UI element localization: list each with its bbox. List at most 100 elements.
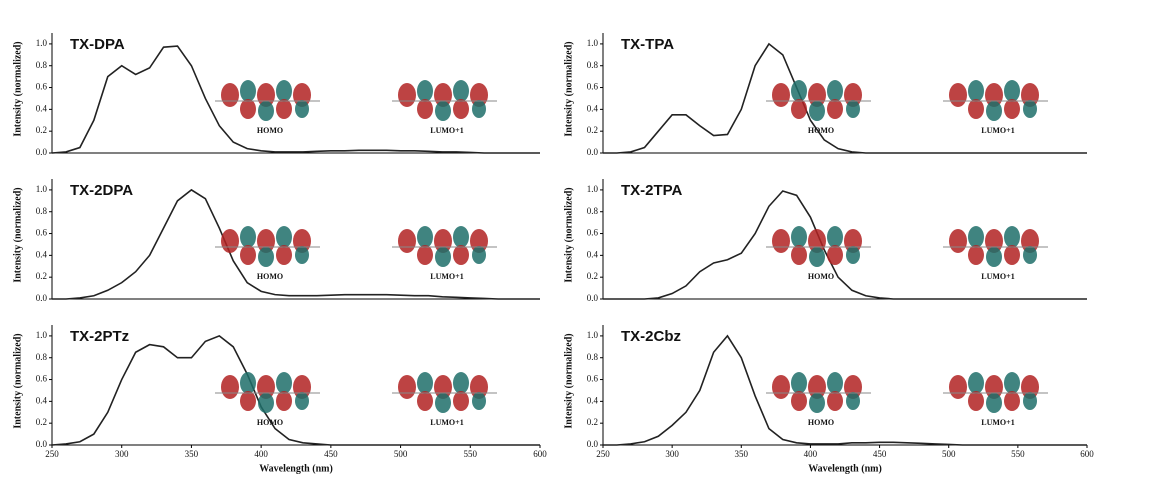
orbital-lobe <box>1004 372 1020 394</box>
y-tick-label: 0.6 <box>587 82 599 92</box>
y-axis-title: Intensity (normalized) <box>563 41 574 136</box>
y-tick-label: 0.4 <box>587 249 599 259</box>
orbital-label: LUMO+1 <box>430 418 463 427</box>
y-axis-title: Intensity (normalized) <box>12 187 23 282</box>
y-tick-label: 1.0 <box>36 330 48 340</box>
orbital-lobe <box>417 99 433 119</box>
y-tick-label: 0.4 <box>36 395 48 405</box>
orbital-lobe <box>295 100 309 118</box>
orbital-lobe <box>968 391 984 411</box>
orbital-lobe <box>472 392 486 410</box>
orbital-lobe <box>986 101 1002 121</box>
orbital-lobe <box>809 101 825 121</box>
orbital-lobe <box>276 99 292 119</box>
orbital-label: LUMO+1 <box>981 272 1014 281</box>
orbital-lobe <box>453 80 469 102</box>
orbital-lobe <box>417 226 433 248</box>
orbital-lobe <box>472 246 486 264</box>
orbital-lobe <box>258 247 274 267</box>
panel-title: TX-2Cbz <box>621 328 681 345</box>
orbital-lobe <box>1004 80 1020 102</box>
orbital-lobe <box>846 100 860 118</box>
x-tick-label: 250 <box>596 449 610 459</box>
orbital-lobe <box>827 391 843 411</box>
y-axis-title: Intensity (normalized) <box>563 187 574 282</box>
orbital-lobe <box>240 99 256 119</box>
orbital-lobe <box>221 375 239 399</box>
y-tick-label: 0.6 <box>587 228 599 238</box>
y-tick-label: 0.8 <box>587 60 599 70</box>
y-tick-label: 0.4 <box>36 103 48 113</box>
orbital-lobe <box>1023 246 1037 264</box>
y-tick-label: 0.2 <box>587 271 598 281</box>
orbital-lobe <box>417 391 433 411</box>
x-tick-label: 450 <box>873 449 887 459</box>
spectrum-line <box>603 42 1087 154</box>
orbital-label: HOMO <box>808 126 834 135</box>
y-axis-title: Intensity (normalized) <box>12 333 23 428</box>
panel-title: TX-2PTz <box>70 328 129 345</box>
orbital-lobe <box>221 83 239 107</box>
x-tick-label: 250 <box>45 449 59 459</box>
orbital-label: HOMO <box>257 418 283 427</box>
orbital-lobe <box>772 229 790 253</box>
y-tick-label: 0.8 <box>587 352 599 362</box>
orbital-lobe <box>417 372 433 394</box>
orbital-lobe <box>276 80 292 102</box>
spectrum-line <box>603 334 1087 446</box>
orbital-lobe <box>417 80 433 102</box>
orbital-lobe <box>295 392 309 410</box>
orbital-lobe <box>453 391 469 411</box>
x-tick-label: 400 <box>804 449 818 459</box>
y-axis-title: Intensity (normalized) <box>12 41 23 136</box>
panel-title: TX-2TPA <box>621 182 683 199</box>
orbital-label: HOMO <box>257 126 283 135</box>
orbital-lobe <box>809 247 825 267</box>
y-tick-label: 0.0 <box>36 439 48 449</box>
orbital-lobe <box>240 245 256 265</box>
y-tick-label: 0.6 <box>587 374 599 384</box>
y-tick-label: 1.0 <box>587 38 599 48</box>
orbital-lobe <box>949 83 967 107</box>
orbital-lobe <box>453 372 469 394</box>
y-tick-label: 1.0 <box>587 184 599 194</box>
orbital-lobe <box>791 80 807 102</box>
orbital-lobe <box>472 100 486 118</box>
orbital-lobe <box>453 245 469 265</box>
orbital-lobe <box>1023 100 1037 118</box>
orbital-lobe <box>968 99 984 119</box>
orbital-label: HOMO <box>257 272 283 281</box>
orbital-lobe <box>827 245 843 265</box>
x-tick-label: 350 <box>735 449 749 459</box>
orbital-lobe <box>1004 99 1020 119</box>
y-tick-label: 0.0 <box>36 147 48 157</box>
orbital-lobe <box>276 391 292 411</box>
x-tick-label: 450 <box>324 449 338 459</box>
orbital-lobe <box>949 375 967 399</box>
y-tick-label: 0.4 <box>587 395 599 405</box>
orbital-lobe <box>435 393 451 413</box>
y-tick-label: 0.0 <box>36 293 48 303</box>
orbital-lobe <box>1004 245 1020 265</box>
orbital-lobe <box>827 226 843 248</box>
x-axis-title: Wavelength (nm) <box>808 463 882 474</box>
orbital-lobe <box>276 226 292 248</box>
y-tick-label: 0.8 <box>36 352 48 362</box>
orbital-lobe <box>846 246 860 264</box>
orbital-lobe <box>435 247 451 267</box>
orbital-lobe <box>846 392 860 410</box>
orbital-lobe <box>435 101 451 121</box>
orbital-lobe <box>827 99 843 119</box>
y-tick-label: 0.2 <box>36 271 47 281</box>
panel-title: TX-2DPA <box>70 182 133 199</box>
orbital-lobe <box>949 229 967 253</box>
orbital-lobe <box>791 226 807 248</box>
x-tick-label: 600 <box>1080 449 1094 459</box>
panel-title: TX-DPA <box>70 36 125 53</box>
orbital-lobe <box>986 393 1002 413</box>
orbital-lobe <box>772 83 790 107</box>
y-tick-label: 0.4 <box>587 103 599 113</box>
y-tick-label: 0.6 <box>36 374 48 384</box>
orbital-lobe <box>453 99 469 119</box>
